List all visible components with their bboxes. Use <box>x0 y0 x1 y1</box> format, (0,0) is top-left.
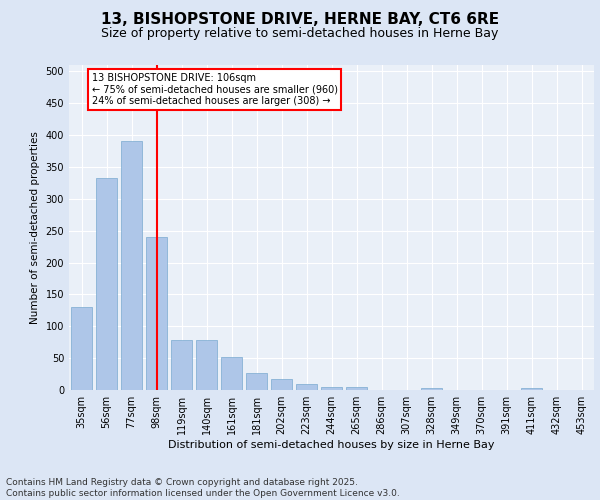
Bar <box>96 178 117 390</box>
Bar <box>521 388 542 390</box>
Bar <box>171 340 192 390</box>
Bar <box>296 384 317 390</box>
Bar <box>146 237 167 390</box>
Bar <box>271 378 292 390</box>
Bar <box>346 387 367 390</box>
Text: 13, BISHOPSTONE DRIVE, HERNE BAY, CT6 6RE: 13, BISHOPSTONE DRIVE, HERNE BAY, CT6 6R… <box>101 12 499 28</box>
Text: 13 BISHOPSTONE DRIVE: 106sqm
← 75% of semi-detached houses are smaller (960)
24%: 13 BISHOPSTONE DRIVE: 106sqm ← 75% of se… <box>91 74 337 106</box>
Bar <box>196 340 217 390</box>
Text: Contains HM Land Registry data © Crown copyright and database right 2025.
Contai: Contains HM Land Registry data © Crown c… <box>6 478 400 498</box>
Bar <box>121 142 142 390</box>
Bar <box>421 388 442 390</box>
X-axis label: Distribution of semi-detached houses by size in Herne Bay: Distribution of semi-detached houses by … <box>168 440 495 450</box>
Text: Size of property relative to semi-detached houses in Herne Bay: Size of property relative to semi-detach… <box>101 28 499 40</box>
Bar <box>246 374 267 390</box>
Bar <box>71 307 92 390</box>
Y-axis label: Number of semi-detached properties: Number of semi-detached properties <box>30 131 40 324</box>
Bar <box>321 387 342 390</box>
Bar <box>221 357 242 390</box>
